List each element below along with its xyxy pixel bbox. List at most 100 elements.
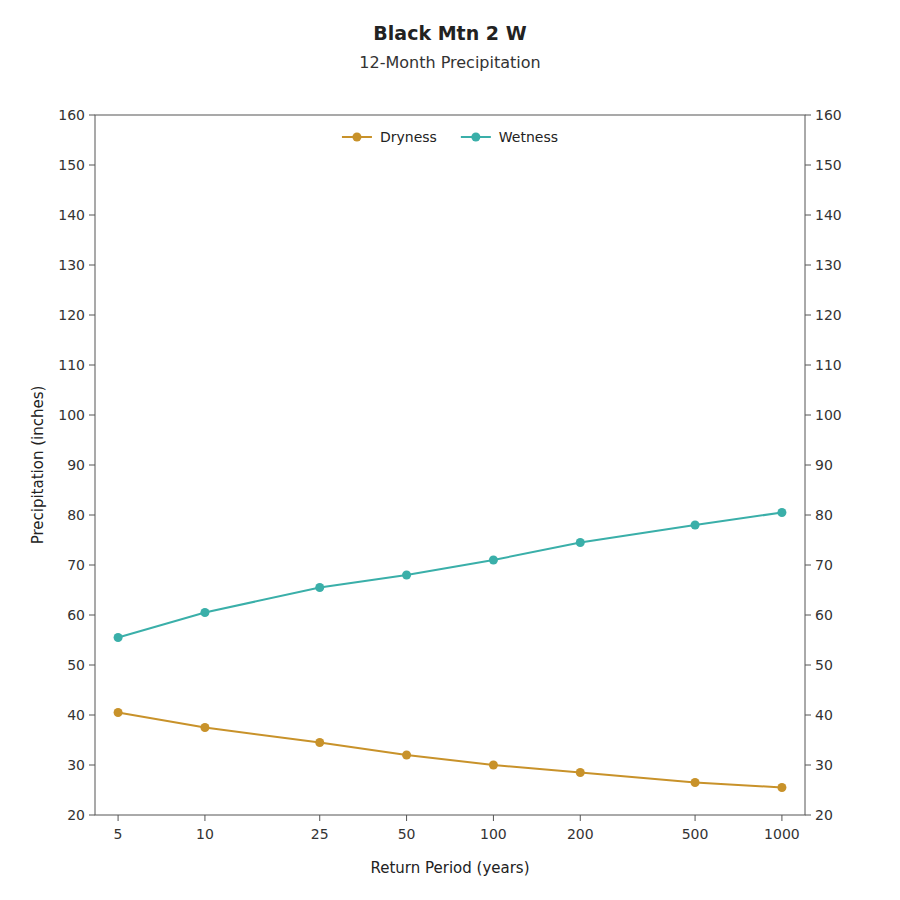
y-tick-label: 130 (58, 257, 85, 273)
y2-tick-label: 160 (815, 107, 842, 123)
point (691, 778, 700, 787)
x-tick-label: 1000 (764, 826, 800, 842)
x-tick (781, 815, 782, 821)
x-tick (580, 815, 581, 821)
point (315, 583, 324, 592)
y2-tick (805, 465, 811, 466)
y-tick (89, 815, 95, 816)
y-tick (89, 165, 95, 166)
y-tick-label: 60 (67, 607, 85, 623)
legend-marker (471, 133, 480, 142)
point (200, 608, 209, 617)
y2-tick-label: 120 (815, 307, 842, 323)
y2-tick (805, 215, 811, 216)
x-tick-label: 5 (114, 826, 123, 842)
point (777, 783, 786, 792)
legend-item: Dryness (342, 129, 437, 145)
y2-tick (805, 315, 811, 316)
chart: Black Mtn 2 W 12-Month Precipitation 5 10 25… (0, 0, 900, 900)
y2-tick-label: 80 (815, 507, 833, 523)
y-tick-label: 90 (67, 457, 85, 473)
y2-tick-label: 60 (815, 607, 833, 623)
y-tick (89, 265, 95, 266)
y2-tick (805, 765, 811, 766)
x-tick (118, 815, 119, 821)
x-tick-label: 200 (567, 826, 594, 842)
x-tick-label: 25 (311, 826, 329, 842)
y2-tick (805, 415, 811, 416)
legend: Dryness Wetness (342, 129, 558, 145)
y-tick-label: 20 (67, 807, 85, 823)
y2-tick-label: 90 (815, 457, 833, 473)
point (315, 738, 324, 747)
y-tick-label: 110 (58, 357, 85, 373)
y2-tick-label: 20 (815, 807, 833, 823)
y2-tick-label: 50 (815, 657, 833, 673)
subtitle: 12-Month Precipitation (359, 53, 540, 72)
y-tick-label: 100 (58, 407, 85, 423)
y-tick (89, 215, 95, 216)
y-tick (89, 565, 95, 566)
point (691, 521, 700, 530)
y-tick (89, 715, 95, 716)
y2-tick (805, 165, 811, 166)
title: Black Mtn 2 W (373, 22, 526, 44)
x-tick (406, 815, 407, 821)
y2-tick-label: 70 (815, 557, 833, 573)
series-line (118, 513, 782, 638)
y2-tick-label: 130 (815, 257, 842, 273)
y-tick (89, 315, 95, 316)
y-tick-label: 80 (67, 507, 85, 523)
y-tick (89, 615, 95, 616)
y-tick (89, 515, 95, 516)
y-tick-label: 140 (58, 207, 85, 223)
y-tick-label: 120 (58, 307, 85, 323)
y2-tick (805, 665, 811, 666)
y2-tick-label: 40 (815, 707, 833, 723)
point (200, 723, 209, 732)
legend-item: Wetness (461, 129, 558, 145)
point (489, 556, 498, 565)
legend-marker (352, 133, 361, 142)
legend-label: Wetness (499, 129, 558, 145)
y2-tick-label: 110 (815, 357, 842, 373)
plot-frame (95, 115, 805, 815)
y2-tick-label: 30 (815, 757, 833, 773)
x-tick-label: 10 (196, 826, 214, 842)
background (0, 0, 900, 900)
y-tick (89, 765, 95, 766)
y-tick-label: 30 (67, 757, 85, 773)
y-tick-label: 50 (67, 657, 85, 673)
legend-label: Dryness (380, 129, 437, 145)
y-tick (89, 115, 95, 116)
y-tick (89, 465, 95, 466)
x-tick (319, 815, 320, 821)
x-tick (493, 815, 494, 821)
y2-tick (805, 265, 811, 266)
point (489, 761, 498, 770)
y-tick (89, 415, 95, 416)
y2-tick (805, 565, 811, 566)
y-axis-label: Precipitation (inches) (29, 386, 47, 545)
y2-tick (805, 115, 811, 116)
y2-tick (805, 815, 811, 816)
point (402, 751, 411, 760)
y-tick-label: 160 (58, 107, 85, 123)
point (114, 633, 123, 642)
y-tick (89, 365, 95, 366)
y2-tick (805, 615, 811, 616)
point (777, 508, 786, 517)
y2-tick (805, 515, 811, 516)
y2-tick-label: 140 (815, 207, 842, 223)
point (576, 768, 585, 777)
x-tick-label: 500 (682, 826, 709, 842)
point (402, 571, 411, 580)
x-tick-label: 50 (398, 826, 416, 842)
x-tick (204, 815, 205, 821)
x-tick-label: 100 (480, 826, 507, 842)
y-tick-label: 150 (58, 157, 85, 173)
y2-tick-label: 100 (815, 407, 842, 423)
x-tick (695, 815, 696, 821)
point (576, 538, 585, 547)
series-group (114, 508, 787, 792)
